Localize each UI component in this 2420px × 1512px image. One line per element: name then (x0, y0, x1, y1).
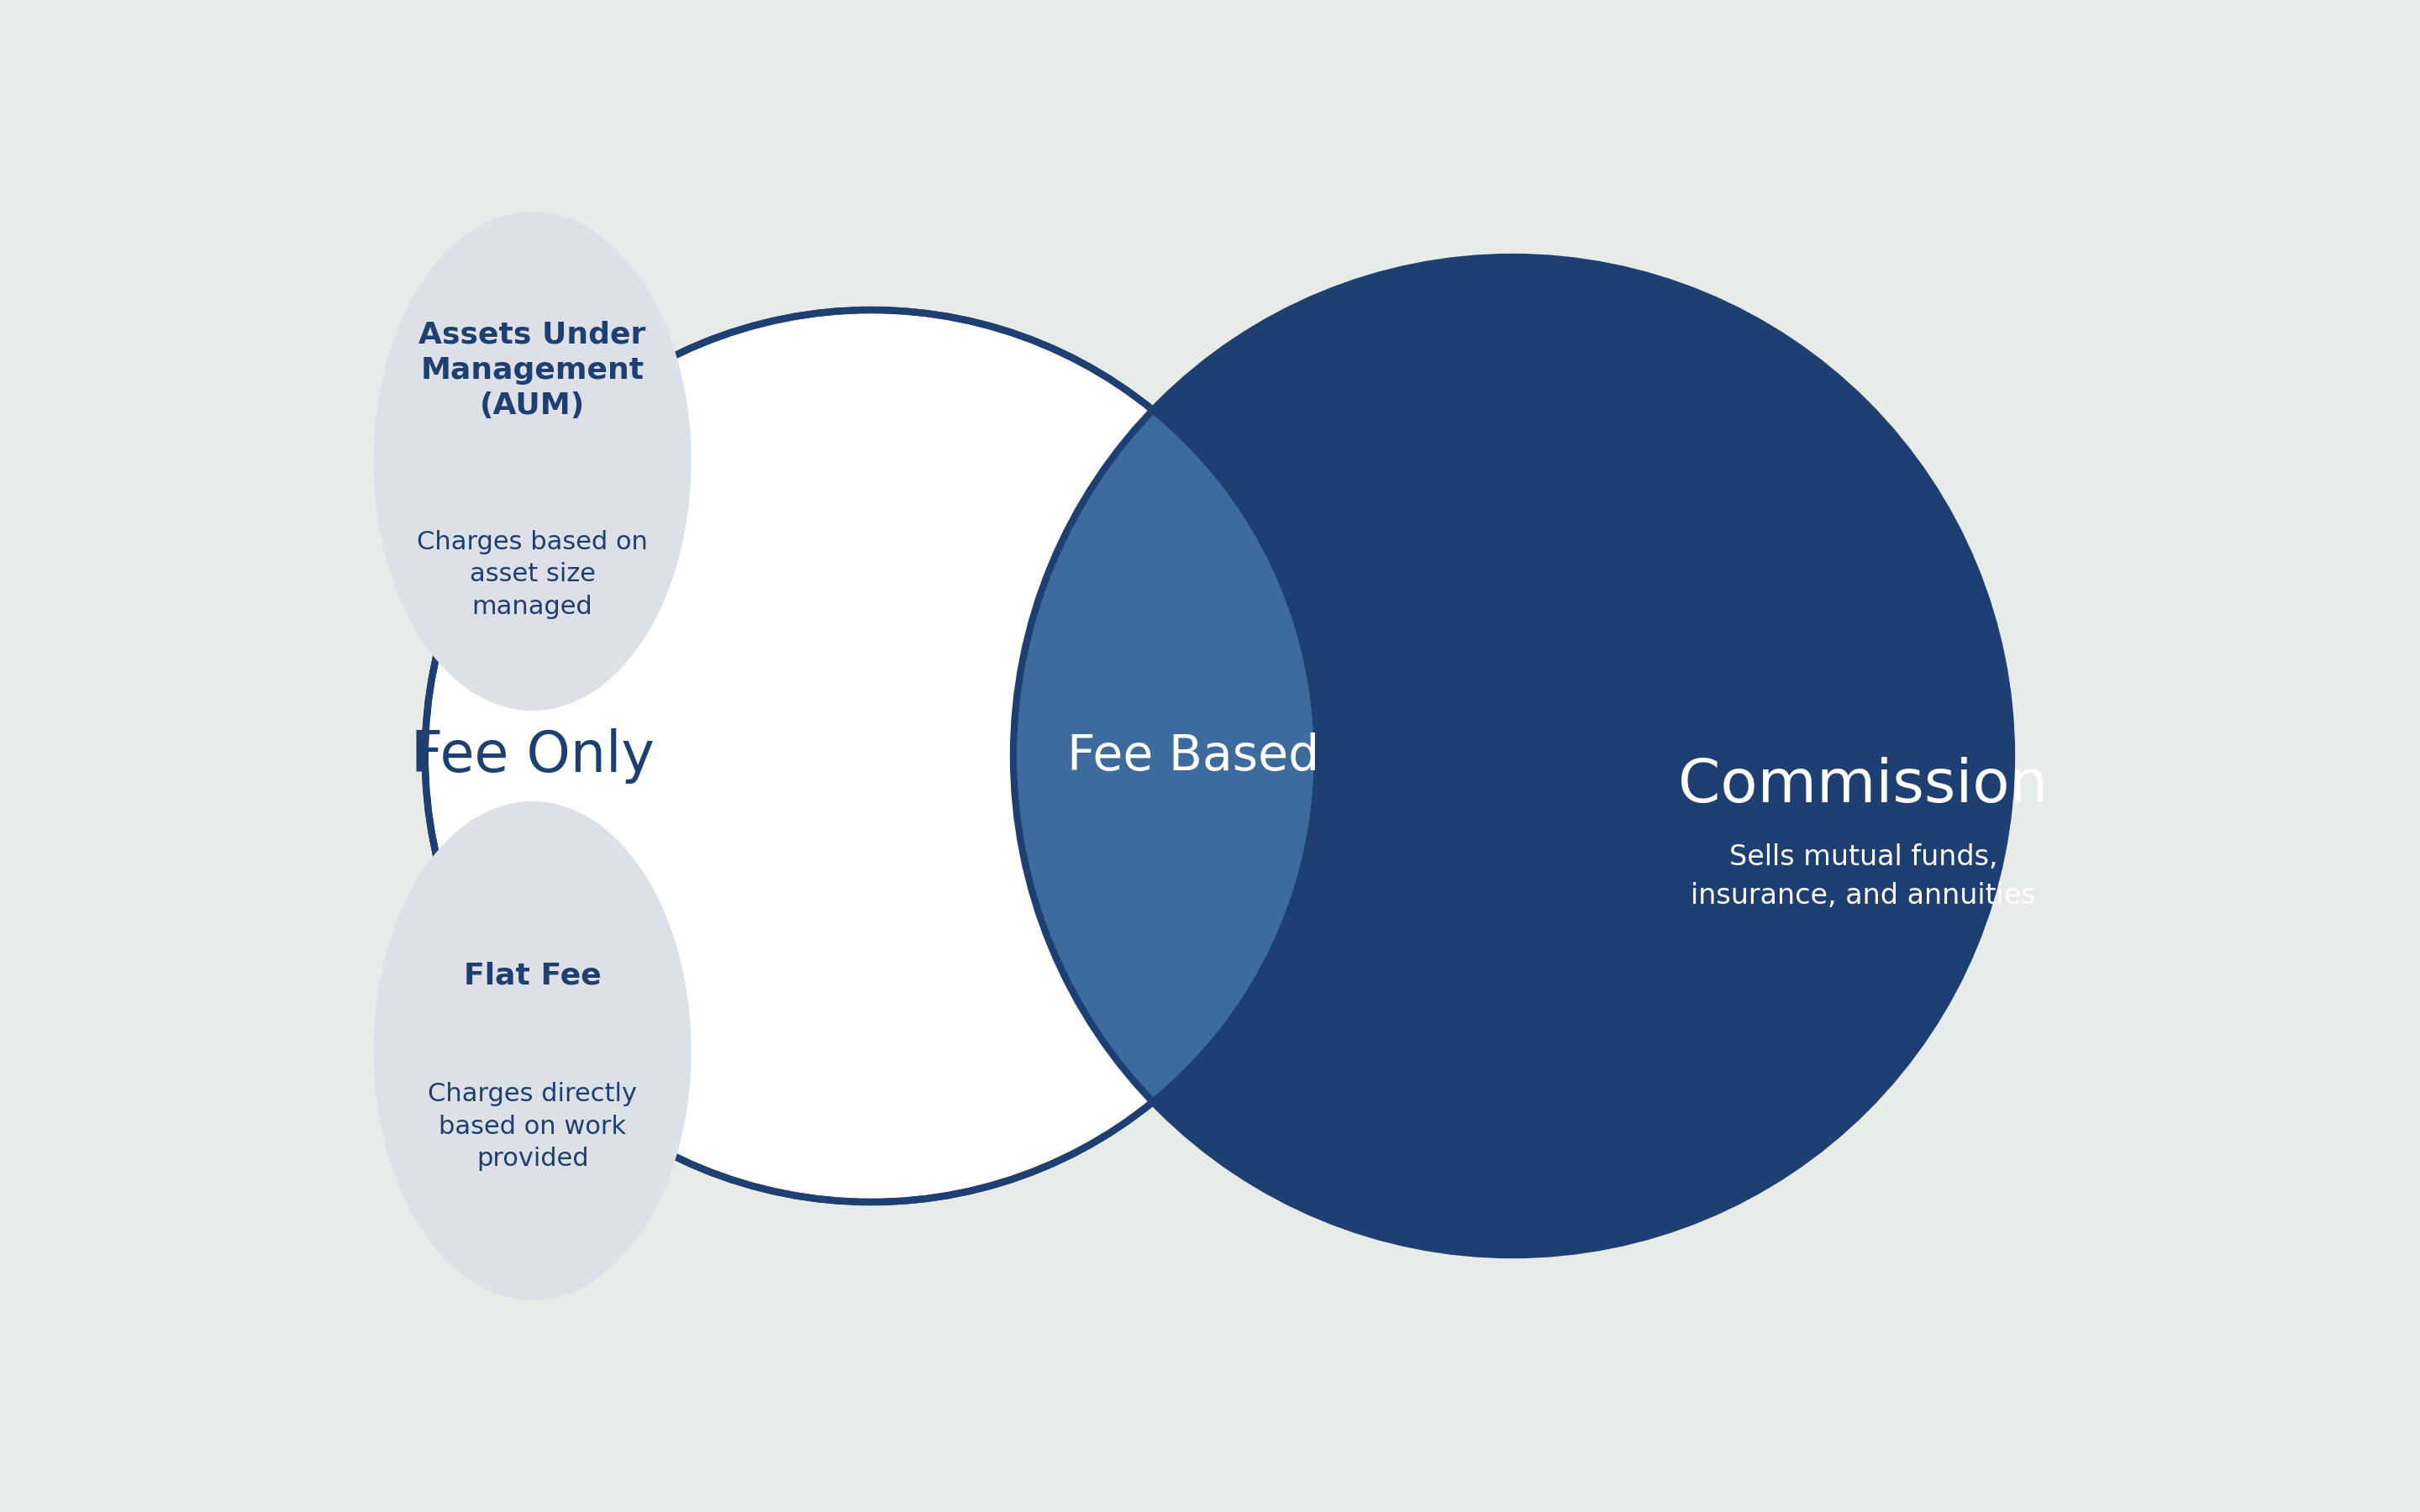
Text: Fee Based: Fee Based (1067, 732, 1319, 780)
Ellipse shape (373, 801, 692, 1300)
Text: Commission: Commission (1679, 758, 2047, 815)
Text: Flat Fee: Flat Fee (465, 962, 600, 989)
Ellipse shape (373, 212, 692, 711)
Circle shape (1014, 257, 2011, 1255)
Text: Fee Only: Fee Only (411, 729, 653, 783)
Text: Assets Under
Management
(AUM): Assets Under Management (AUM) (419, 321, 646, 420)
Circle shape (1014, 257, 2011, 1255)
Text: Charges directly
based on work
provided: Charges directly based on work provided (428, 1083, 636, 1170)
Circle shape (426, 310, 1316, 1202)
Text: Charges based on
asset size
managed: Charges based on asset size managed (416, 531, 649, 618)
Text: Sells mutual funds,
insurance, and annuities: Sells mutual funds, insurance, and annui… (1692, 844, 2035, 910)
